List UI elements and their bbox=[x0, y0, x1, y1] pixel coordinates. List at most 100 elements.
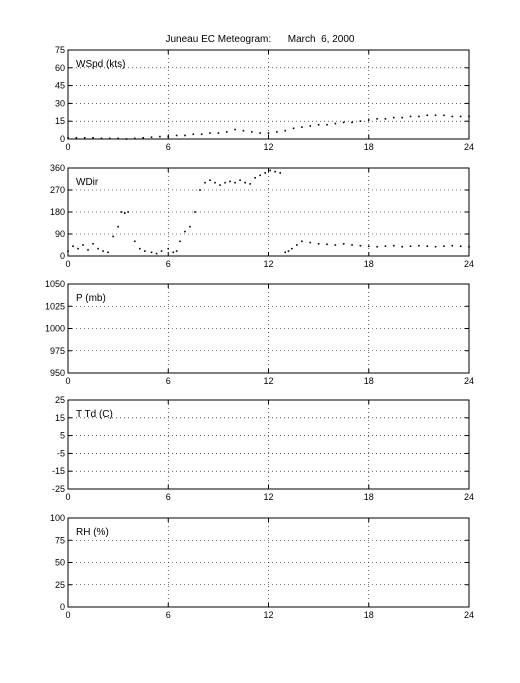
data-point bbox=[127, 211, 129, 213]
data-point bbox=[351, 244, 353, 246]
data-point bbox=[134, 240, 136, 243]
data-point bbox=[451, 115, 454, 118]
data-point bbox=[120, 211, 123, 213]
data-point bbox=[155, 252, 158, 255]
data-point bbox=[124, 212, 126, 215]
data-point bbox=[434, 245, 437, 248]
data-point bbox=[189, 225, 191, 228]
data-point bbox=[67, 250, 69, 252]
data-point bbox=[301, 126, 303, 128]
panel-label: T Td (C) bbox=[76, 409, 113, 420]
x-tick-label: 24 bbox=[464, 259, 474, 269]
y-tick-label: 1000 bbox=[45, 324, 65, 334]
data-point bbox=[184, 134, 186, 137]
data-point bbox=[342, 121, 345, 124]
data-point bbox=[192, 133, 195, 136]
data-point bbox=[409, 245, 412, 248]
y-tick-label: 180 bbox=[50, 207, 65, 217]
data-point bbox=[200, 133, 203, 136]
panel-label: WSpd (kts) bbox=[76, 59, 125, 70]
y-tick-label: 75 bbox=[55, 45, 65, 55]
data-point bbox=[459, 245, 462, 248]
data-point bbox=[184, 230, 186, 233]
x-tick-label: 12 bbox=[263, 610, 273, 620]
y-tick-label: 75 bbox=[55, 535, 65, 545]
data-point bbox=[334, 244, 337, 246]
data-point bbox=[301, 240, 303, 243]
data-point bbox=[242, 129, 245, 132]
x-tick-label: 6 bbox=[166, 376, 171, 386]
data-point bbox=[175, 250, 178, 252]
data-point bbox=[359, 120, 362, 122]
data-point bbox=[284, 129, 287, 132]
data-point bbox=[468, 115, 470, 118]
y-tick-label: 15 bbox=[55, 413, 65, 423]
x-tick-label: 18 bbox=[364, 259, 374, 269]
data-point bbox=[276, 131, 278, 133]
data-point bbox=[451, 244, 454, 247]
data-point bbox=[179, 240, 181, 243]
data-point bbox=[125, 138, 128, 140]
data-point bbox=[426, 245, 429, 248]
y-tick-label: 950 bbox=[50, 368, 65, 378]
y-tick-label: 0 bbox=[60, 134, 65, 144]
data-point bbox=[459, 115, 462, 118]
y-tick-label: 975 bbox=[50, 346, 65, 356]
data-point bbox=[199, 189, 201, 191]
data-point bbox=[367, 245, 370, 248]
data-point bbox=[144, 250, 146, 252]
data-point bbox=[150, 251, 153, 254]
data-point bbox=[418, 115, 420, 118]
x-tick-label: 24 bbox=[464, 610, 474, 620]
y-tick-label: 50 bbox=[55, 558, 65, 568]
data-point bbox=[384, 118, 387, 120]
y-tick-label: 5 bbox=[60, 431, 65, 441]
x-tick-label: 12 bbox=[263, 492, 273, 502]
x-tick-label: 12 bbox=[263, 142, 273, 152]
x-tick-label: 18 bbox=[364, 376, 374, 386]
data-point bbox=[97, 247, 99, 250]
data-point bbox=[401, 116, 403, 119]
data-point bbox=[264, 172, 266, 174]
data-point bbox=[309, 241, 312, 244]
data-point bbox=[234, 181, 236, 184]
data-point bbox=[92, 242, 94, 245]
data-point bbox=[92, 137, 94, 139]
data-point bbox=[468, 245, 470, 248]
data-point bbox=[334, 122, 337, 125]
y-tick-label: 360 bbox=[50, 163, 65, 173]
data-point bbox=[409, 115, 412, 118]
data-point bbox=[100, 137, 103, 140]
data-point bbox=[234, 128, 236, 131]
panel-label: P (mb) bbox=[76, 293, 106, 304]
data-point bbox=[82, 244, 84, 246]
y-tick-label: 15 bbox=[55, 116, 65, 126]
y-tick-label: 60 bbox=[55, 63, 65, 73]
y-tick-label: 1050 bbox=[45, 279, 65, 289]
data-point bbox=[134, 137, 136, 140]
data-point bbox=[209, 132, 211, 134]
data-point bbox=[393, 244, 395, 247]
data-point bbox=[418, 244, 420, 247]
data-point bbox=[443, 114, 445, 117]
data-point bbox=[229, 180, 231, 183]
x-tick-label: 18 bbox=[364, 142, 374, 152]
data-point bbox=[317, 242, 320, 245]
y-tick-label: 270 bbox=[50, 185, 65, 195]
data-point bbox=[250, 131, 253, 133]
data-point bbox=[107, 251, 109, 254]
data-point bbox=[426, 114, 429, 117]
data-point bbox=[326, 123, 328, 126]
data-point bbox=[309, 125, 312, 127]
x-tick-label: 6 bbox=[166, 492, 171, 502]
data-point bbox=[67, 137, 69, 139]
data-point bbox=[239, 179, 241, 182]
y-tick-label: 0 bbox=[60, 251, 65, 261]
data-point bbox=[401, 245, 403, 248]
data-point bbox=[77, 247, 79, 250]
data-point bbox=[259, 174, 261, 177]
data-point bbox=[376, 245, 378, 248]
x-tick-label: 0 bbox=[65, 492, 70, 502]
y-tick-label: 30 bbox=[55, 98, 65, 108]
data-point bbox=[117, 137, 119, 140]
